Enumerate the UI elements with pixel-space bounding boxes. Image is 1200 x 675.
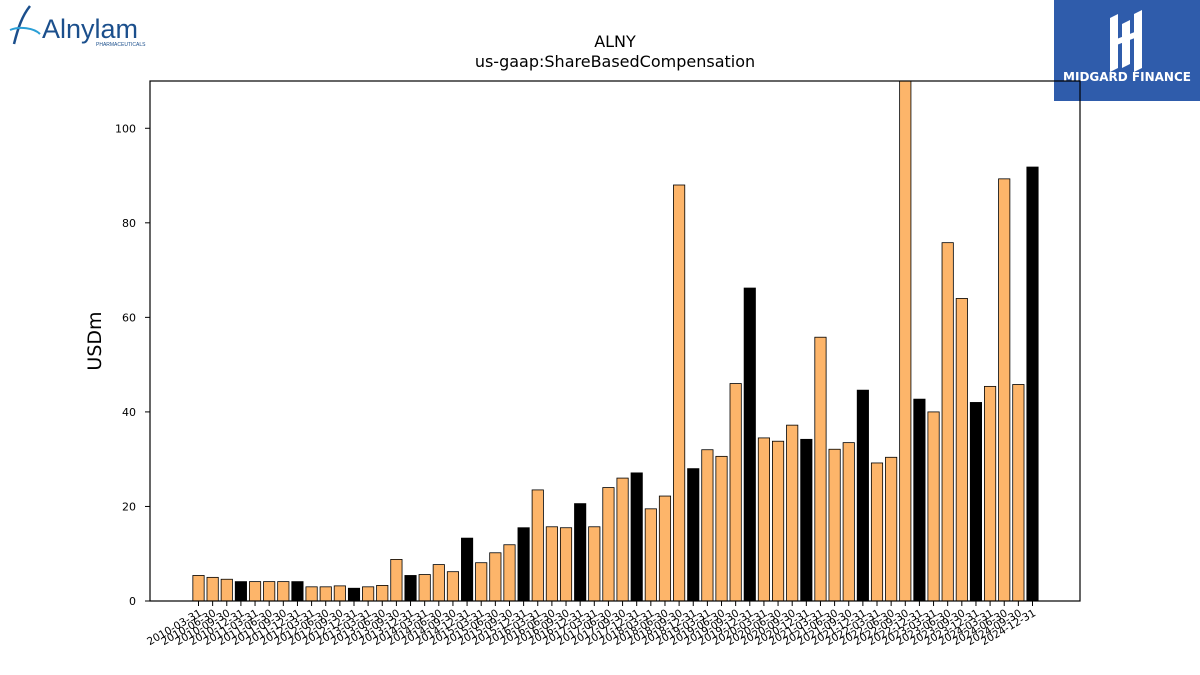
bar-2016-03-31 — [531, 489, 544, 601]
bar-2010-06-30 — [206, 576, 219, 601]
plot-frame — [149, 80, 1081, 602]
bar-2010-03-31 — [192, 575, 205, 601]
bar-2012-12-31 — [347, 587, 361, 601]
bar-2019-03-31 — [701, 449, 714, 601]
bar-2013-06-30 — [376, 585, 389, 601]
bar-2012-09-30 — [333, 585, 346, 601]
svg-text:Alnylam: Alnylam — [42, 14, 138, 44]
bar-2023-09-30 — [955, 298, 968, 601]
bar-2023-12-31 — [969, 402, 983, 601]
bar-2017-09-30 — [616, 477, 629, 601]
bar-2016-06-30 — [545, 526, 558, 601]
bar-2021-06-30 — [828, 448, 841, 601]
bar-2018-09-30 — [673, 184, 686, 601]
bar-2018-03-31 — [644, 508, 657, 601]
bar-2017-06-30 — [602, 487, 615, 601]
bar-2023-03-31 — [927, 411, 940, 601]
bar-2015-12-31 — [517, 527, 530, 601]
bar-2018-12-31 — [687, 468, 700, 601]
bar-2010-09-30 — [220, 578, 233, 601]
bar-2019-12-31 — [743, 287, 756, 601]
bar-2012-06-30 — [319, 586, 332, 601]
bar-2022-09-30 — [899, 81, 912, 601]
bar-2018-06-30 — [658, 495, 672, 601]
y-tick-label-0: 0 — [129, 595, 136, 608]
bar-2022-06-30 — [885, 456, 898, 601]
bar-2016-09-30 — [559, 527, 573, 601]
y-tick-label-20: 20 — [122, 500, 136, 513]
bar-2021-03-31 — [814, 336, 827, 601]
bar-2022-12-31 — [913, 398, 926, 601]
bar-2015-09-30 — [503, 544, 516, 601]
bar-2014-06-30 — [432, 564, 445, 601]
bar-2014-12-31 — [461, 537, 474, 601]
bar-2023-06-30 — [941, 242, 954, 601]
bar-2019-06-30 — [715, 455, 728, 601]
bar-2011-03-31 — [248, 581, 262, 601]
bar-2011-06-30 — [263, 581, 276, 601]
y-tick-label-100: 100 — [115, 122, 136, 135]
bar-2013-12-31 — [404, 575, 417, 601]
chart-subtitle: us-gaap:ShareBasedCompensation — [474, 52, 756, 71]
bar-2015-03-31 — [475, 562, 488, 601]
bar-2012-03-31 — [305, 586, 318, 601]
bar-2020-03-31 — [757, 437, 770, 601]
bar-2020-06-30 — [772, 440, 785, 601]
bar-2021-12-31 — [856, 389, 869, 601]
chart-title: ALNY — [594, 32, 636, 51]
bar-2011-09-30 — [277, 581, 290, 601]
y-axis-label: USDm — [84, 311, 106, 370]
bar-2013-09-30 — [390, 559, 403, 601]
bar-2020-09-30 — [786, 424, 799, 601]
bar-2017-03-31 — [588, 526, 601, 601]
bar-2024-06-30 — [998, 178, 1011, 601]
bar-2020-12-31 — [800, 438, 813, 601]
midgard-finance-logo: MIDGARD FINANCE — [1054, 0, 1200, 101]
bar-2017-12-31 — [630, 472, 643, 601]
svg-text:PHARMACEUTICALS: PHARMACEUTICALS — [96, 42, 146, 48]
bar-2024-03-31 — [984, 385, 997, 601]
bar-2024-12-31 — [1026, 166, 1039, 601]
bar-2010-12-31 — [234, 581, 247, 601]
bar-2013-03-31 — [362, 586, 375, 601]
y-tick-label-40: 40 — [122, 406, 136, 419]
alnylam-logo: Alnylam PHARMACEUTICALS — [4, 4, 164, 48]
bar-2014-03-31 — [418, 574, 431, 601]
bar-2022-03-31 — [870, 462, 884, 601]
y-tick-label-60: 60 — [122, 311, 136, 324]
bar-2016-12-31 — [574, 503, 587, 601]
bar-2019-09-30 — [729, 383, 742, 601]
bar-2011-12-31 — [291, 581, 304, 601]
y-tick-label-80: 80 — [122, 217, 136, 230]
svg-text:MIDGARD FINANCE: MIDGARD FINANCE — [1063, 70, 1191, 84]
bar-2024-09-30 — [1012, 384, 1025, 601]
bar-2021-09-30 — [842, 442, 855, 601]
bar-2015-06-30 — [489, 552, 502, 601]
bar-2014-09-30 — [446, 571, 460, 601]
